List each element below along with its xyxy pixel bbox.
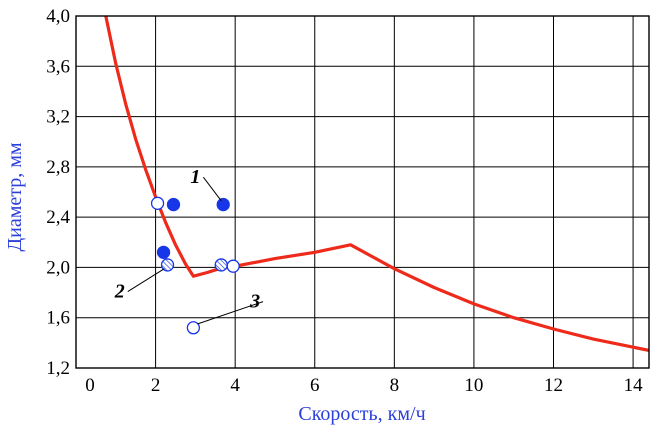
plot-border bbox=[75, 15, 650, 369]
x-tick-label: 0 bbox=[85, 375, 95, 396]
open-point bbox=[226, 259, 240, 273]
plot-frame bbox=[75, 15, 650, 369]
open-point bbox=[186, 321, 201, 335]
x-tick-label: 14 bbox=[624, 375, 644, 396]
y-tick-label: 2,8 bbox=[46, 157, 70, 178]
callout-leader bbox=[202, 176, 222, 202]
callout-label: 1 bbox=[190, 166, 200, 188]
x-tick-label: 12 bbox=[544, 375, 563, 396]
y-tick-label: 2,0 bbox=[46, 257, 70, 278]
x-tick-label: 8 bbox=[390, 375, 400, 396]
x-tick-label: 6 bbox=[310, 375, 320, 396]
y-tick-label: 4,0 bbox=[46, 6, 70, 27]
hatched-point bbox=[160, 258, 175, 272]
filled-point bbox=[156, 245, 171, 259]
annotation-layer: 1 2 3 bbox=[114, 166, 264, 325]
y-tick-label: 1,2 bbox=[46, 358, 70, 379]
callout-leader bbox=[197, 301, 264, 325]
x-tick-label: 2 bbox=[151, 375, 161, 396]
marker-layer bbox=[150, 196, 240, 335]
y-tick-label: 3,2 bbox=[46, 107, 70, 128]
tick-labels: 0 2 4 6 8 10 12 141,21,62,02,42,83,23,64,0 bbox=[46, 6, 643, 396]
y-tick-label: 1,6 bbox=[46, 308, 70, 329]
open-point bbox=[150, 196, 165, 210]
filled-point bbox=[216, 197, 230, 212]
y-tick-label: 3,6 bbox=[46, 56, 70, 77]
x-tick-label: 4 bbox=[230, 375, 240, 396]
filled-point bbox=[166, 197, 181, 212]
x-axis-title: Скорость, км/ч bbox=[298, 403, 425, 425]
hatched-point bbox=[214, 258, 228, 272]
callout-label: 3 bbox=[249, 291, 260, 313]
callout-leader bbox=[127, 268, 165, 293]
y-tick-label: 2,4 bbox=[46, 207, 70, 228]
callout-label: 2 bbox=[114, 281, 125, 303]
y-axis-title: Диаметр, мм bbox=[4, 142, 26, 251]
grid bbox=[76, 16, 649, 368]
x-tick-label: 10 bbox=[464, 375, 483, 396]
